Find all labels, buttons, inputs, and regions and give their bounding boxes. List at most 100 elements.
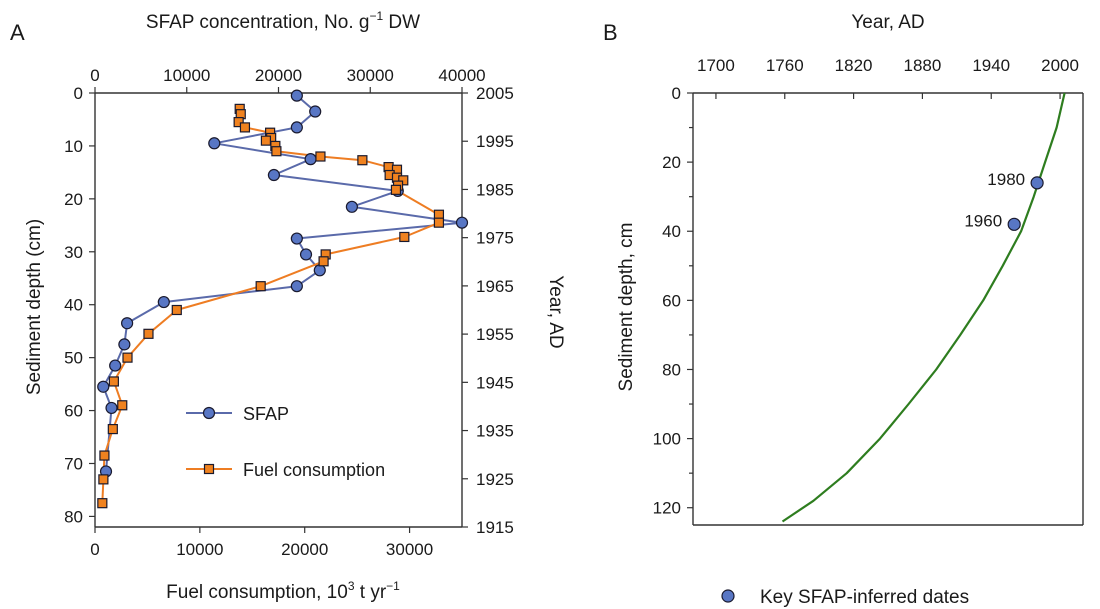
key-date-label: 1960 [964,211,1002,230]
panel-a-label: A [10,20,25,45]
panel-a-right-tick-label: 1985 [476,180,514,199]
panel-b-left-tick-label: 100 [653,430,681,449]
panel-a-left-tick-label: 60 [64,402,83,421]
panel-a-left-tick-label: 40 [64,296,83,315]
fuel-point [108,376,119,387]
panel-a-top-tick-label: 20000 [255,66,302,85]
sfap-point [304,153,317,166]
legend-key-dates-label: Key SFAP-inferred dates [760,587,969,608]
depth-age-curve [781,92,1066,523]
panel-a-right-tick-label: 1935 [476,422,514,441]
fuel-point [315,151,326,162]
panel-b-left-tick-label: 120 [653,499,681,518]
sfap-point [109,359,122,372]
panel-a-right-tick-label: 1945 [476,373,514,392]
panel-a-right-tick-label: 2005 [476,84,514,103]
panel-b-left-tick-label: 0 [672,84,681,103]
panel-a-left-tick-label: 80 [64,507,83,526]
fuel-point [97,498,108,509]
panel-a-right-tick-label: 1925 [476,470,514,489]
panel-a-left-tick-label: 10 [64,137,83,156]
fuel-point [399,231,410,243]
legend-fuel-marker [203,463,215,475]
sfap-point [309,105,322,118]
panel-b-label: B [603,20,618,45]
panel-b-top-tick-label: 1700 [697,56,735,75]
legend-key-dates-marker [721,589,735,603]
sfap-point [267,168,281,182]
panel-b-left-tick-label: 60 [662,291,681,310]
sfap-point [290,121,303,134]
panel-b-top-tick-label: 1820 [835,56,873,75]
legend-fuel-label: Fuel consumption [243,460,385,480]
sfap-point [299,248,313,261]
panel-a-top-tick-label: 0 [90,66,99,85]
panel-b-top-tick-label: 1760 [766,56,804,75]
panel-b-left-tick-label: 40 [662,222,681,241]
fuel-point [99,450,110,461]
legend-sfap-label: SFAP [243,404,289,424]
panel-b-axes: 1700 1760 1820 1880 1940 2000 0 20 40 60 80 100 120 [653,56,1084,526]
panel-a-right-tick-label: 1965 [476,277,514,296]
panel-a-bottom-tick-label: 10000 [176,540,223,559]
sfap-point [290,89,303,102]
fuel-point [255,281,266,292]
panel-a-left-tick-label: 30 [64,243,83,262]
fuel-point [318,256,329,267]
panel-b-series: 1980 1960 [781,92,1066,523]
panel-a-right-tick-label: 1915 [476,518,514,537]
panel-a-left-tick-label: 0 [74,84,83,103]
sfap-point [118,338,131,351]
panel-b-top-tick-label: 2000 [1041,56,1079,75]
fuel-point [239,122,251,133]
sfap-point [455,216,469,229]
panel-a-top-tick-label: 10000 [163,66,210,85]
panel-a-top-tick-label: 40000 [438,66,485,85]
panel-a: A SFAP concentration, No. g−1 DW Fuel co… [10,9,566,603]
fuel-point [143,328,154,339]
fuel-point [98,474,109,485]
fuel-point [357,155,368,166]
panel-a-left-tick-label: 70 [64,454,83,473]
sfap-point [97,380,110,393]
sfap-point [290,232,303,245]
panel-a-top-axis-title: SFAP concentration, No. g−1 DW [146,9,420,33]
panel-a-left-tick-label: 20 [64,190,83,209]
fuel-point [171,304,182,316]
fuel-point [260,135,272,146]
panel-a-left-axis-title: Sediment depth (cm) [24,219,45,395]
fuel-point [398,175,409,186]
key-date-point [1030,176,1044,190]
sfap-point [157,295,170,309]
legend-sfap-marker [202,406,216,420]
panel-a-bottom-tick-label: 0 [90,540,99,559]
panel-a-right-tick-label: 1955 [476,325,514,344]
panel-b-left-tick-label: 80 [662,360,681,379]
panel-a-bottom-tick-label: 30000 [386,540,433,559]
panel-b-left-axis-title: Sediment depth, cm [616,223,637,392]
fuel-point [390,184,402,195]
panel-a-right-tick-label: 1975 [476,229,514,248]
fuel-point [433,217,445,228]
sfap-point [121,317,134,330]
sfap-point [345,200,358,213]
sfap-point [105,401,118,415]
fuel-point [117,400,128,411]
panel-a-top-tick-label: 30000 [347,66,394,85]
panel-a-bottom-axis-title: Fuel consumption, 103 t yr−1 [166,579,400,603]
panel-b-top-tick-label: 1940 [972,56,1010,75]
panel-a-bottom-tick-label: 20000 [281,540,328,559]
panel-a-series [97,89,469,509]
fuel-point [122,352,133,363]
fuel-point [233,117,244,128]
panel-b-legend: Key SFAP-inferred dates [721,587,969,608]
sfap-point [290,280,303,293]
sfap-point [208,137,221,150]
panel-b: B Year, AD Sediment depth, cm 1700 1760 18… [603,12,1084,608]
panel-a-axes: 0 10000 20000 30000 40000 0 10000 20000 30000 0 10… [64,66,514,559]
panel-a-right-axis-title: Year, AD [545,275,566,348]
fuel-point [271,146,282,157]
panel-a-right-tick-label: 1995 [476,132,514,151]
key-date-label: 1980 [987,170,1025,189]
